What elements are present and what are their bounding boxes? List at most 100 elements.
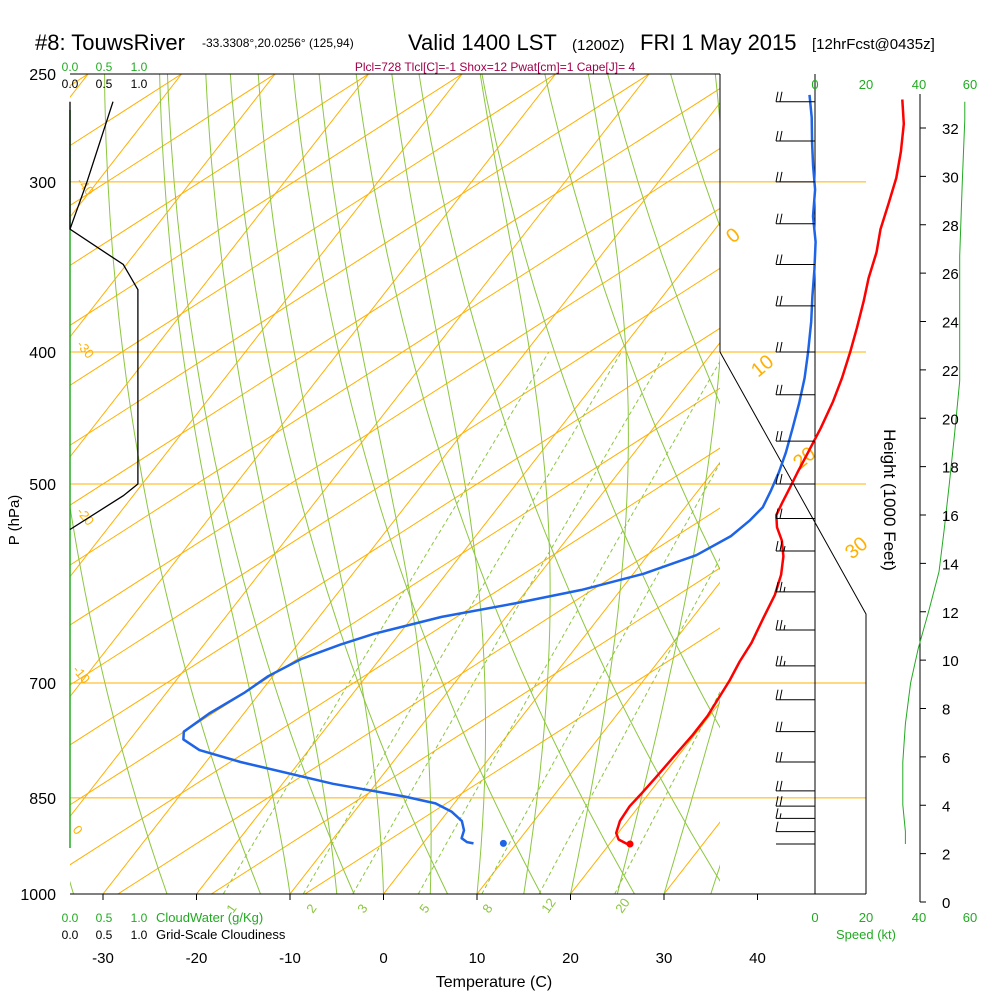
wind-barb-flag (779, 581, 783, 592)
wind-barb-flag (779, 341, 783, 353)
isotherm-label: 30 (841, 533, 872, 564)
wind-barb-flag (775, 254, 779, 265)
p-tick-label: 400 (29, 345, 56, 362)
isotherm-line (304, 627, 720, 894)
height-tick-label: 28 (942, 218, 959, 235)
wind-barb-flag (775, 689, 779, 700)
wind-barb-flag (779, 473, 783, 485)
p-tick-label: 300 (29, 175, 56, 192)
isotherm-line (70, 74, 463, 326)
wind-barb-flag (779, 430, 783, 442)
isotherm-label: 0 (722, 224, 745, 248)
wind-barb-half (783, 586, 786, 592)
station-title: #8: TouwsRiver (35, 30, 185, 55)
speed-tick-bottom: 60 (963, 910, 977, 925)
wind-barb-flag (779, 508, 783, 519)
moist-adiabat-line (616, 74, 720, 894)
speed-tick-top: 20 (859, 77, 873, 92)
wind-barb-flag (775, 213, 779, 224)
sounding-profiles (182, 94, 906, 848)
speed-tick-bottom: 0 (811, 910, 818, 925)
dry-adiabat-line (229, 74, 448, 894)
axes: -30 -20 -10 0 10 20 30 402503004005007008501000… (20, 60, 977, 967)
mixing-ratio-label: 3 (354, 901, 370, 916)
dry-adiabat-line (607, 74, 720, 405)
wind-barb-flag (779, 655, 783, 666)
cloudiness-tick-bottom: 0.0 (62, 928, 79, 942)
speed-label: Speed (kt) (836, 927, 896, 942)
y-axis-title: P (hPa) (6, 495, 23, 546)
dry-adiabat-line (292, 74, 542, 894)
cloudwater-tick-top: 1.0 (131, 60, 148, 74)
wind-barb-flag (779, 619, 783, 631)
cloudiness-tick-top: 1.0 (131, 77, 148, 91)
height-tick-label: 22 (942, 363, 959, 380)
height-tick-label: 14 (942, 556, 959, 573)
isotherm-line (70, 74, 182, 218)
cloudwater-curve (902, 101, 966, 844)
dry-adiabat-line (70, 503, 168, 894)
wind-barb-flag (775, 341, 779, 353)
cloudiness-tick-bottom: 1.0 (131, 928, 148, 942)
speed-tick-top: 60 (963, 77, 977, 92)
wind-barb-flag (775, 751, 779, 763)
cloudiness-curve-upper (69, 101, 114, 230)
dry-adiabat-line (355, 74, 635, 894)
surface_dewpoint-marker (499, 839, 507, 847)
height-axis-title: Height (1000 Feet) (880, 429, 899, 571)
x-tick-label: 40 (749, 950, 766, 967)
cloudiness-tick-top: 0.5 (96, 77, 113, 91)
dry-adiabat-line (418, 74, 720, 882)
cloudiness-tick-bottom: 0.5 (96, 928, 113, 942)
wind-barb-flag (779, 721, 783, 732)
zulu-time: (1200Z) (572, 37, 625, 54)
isotherm-line (211, 567, 720, 894)
cloudwater-label: CloudWater (g/Kg) (156, 910, 263, 925)
valid-date: FRI 1 May 2015 (640, 30, 797, 55)
isotherm-line (70, 74, 369, 267)
p-tick-label: 850 (29, 791, 56, 808)
moist-adiabat-lines (159, 74, 720, 894)
mixing-ratio-label: 8 (479, 901, 495, 916)
moist-adiabat-line (663, 698, 720, 894)
dry-adiabat-line (544, 74, 720, 571)
wind-barb-flag (779, 780, 783, 791)
height-tick-label: 24 (942, 315, 959, 332)
stability-indices: Plcl=728 Tlcl[C]=-1 Shox=12 Pwat[cm]=1 C… (355, 60, 636, 74)
mixing-ratio-label: 5 (416, 901, 432, 916)
wind-barb-flag (775, 721, 779, 732)
wind-barb-half (779, 813, 782, 819)
wind-barb-flag (779, 171, 783, 182)
moist-adiabat-line (159, 74, 291, 894)
height-tick-label: 26 (942, 266, 959, 283)
wind-barb-flag (775, 808, 779, 819)
height-tick-label: 8 (942, 702, 950, 719)
wind-barb-flag (775, 581, 779, 592)
height-tick-label: 18 (942, 460, 959, 477)
isotherm-line (70, 74, 650, 446)
wind-barb-flag (775, 473, 779, 485)
cloud-curves (69, 101, 966, 844)
cloudwater-tick-bottom: 0.0 (62, 911, 79, 925)
height-tick-label: 12 (942, 605, 959, 622)
x-tick-label: 0 (379, 950, 387, 967)
speed-tick-bottom: 40 (912, 910, 926, 925)
cloudwater-tick-bottom: 0.5 (96, 911, 113, 925)
isotherm-left-label: 0 (70, 822, 86, 837)
wind-barbs (775, 91, 815, 845)
x-tick-label: -30 (92, 950, 114, 967)
p-tick-label: 1000 (20, 887, 56, 904)
wind-barb-flag (779, 130, 783, 142)
height-tick-label: 30 (942, 169, 959, 186)
speed-tick-top: 40 (912, 77, 926, 92)
cloudwater-tick-bottom: 1.0 (131, 911, 148, 925)
isotherm-line (70, 74, 556, 386)
plot-frame (70, 73, 921, 902)
moist-adiabat-line (479, 74, 551, 894)
wind-barb-half (783, 660, 786, 666)
isotherm-left-label: -30 (74, 337, 98, 361)
x-tick-label: -20 (186, 950, 208, 967)
wind-barb-flag (775, 171, 779, 182)
mixing-ratio-label: 2 (303, 901, 319, 916)
